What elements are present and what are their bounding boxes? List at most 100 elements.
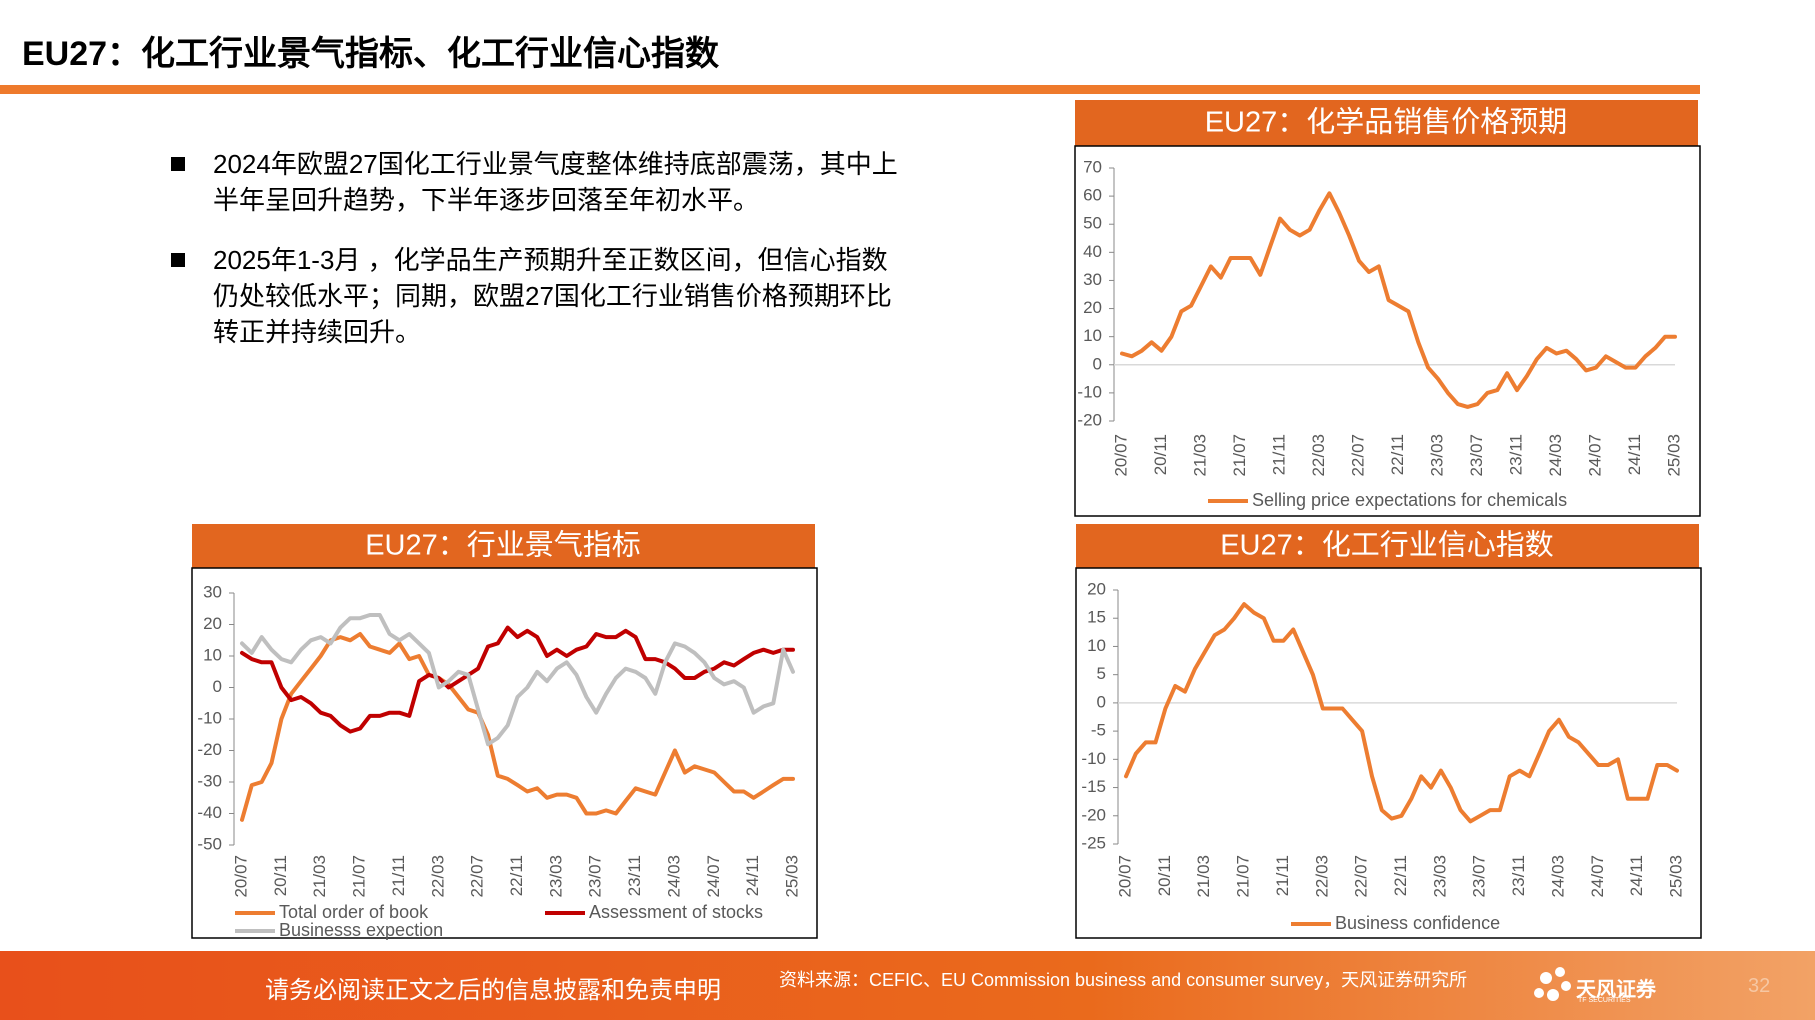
chart-frame <box>1074 145 1701 517</box>
source: 资料来源：CEFIC、EU Commission business and co… <box>779 970 1468 990</box>
x-tick-label: 21/07 <box>1230 434 1249 477</box>
y-tick-label: 70 <box>1083 157 1102 176</box>
x-tick-label: 24/03 <box>664 855 683 898</box>
x-tick-label: 25/03 <box>1666 855 1685 898</box>
x-tick-label: 23/11 <box>1506 434 1525 475</box>
chart-title: EU27：行业景气指标 <box>365 529 641 562</box>
x-tick-label: 22/11 <box>1388 434 1407 475</box>
series-line <box>1124 602 1679 824</box>
x-tick-label: 24/07 <box>1588 855 1607 898</box>
x-tick-label: 23/03 <box>546 855 565 898</box>
logo-mark <box>1534 967 1571 1001</box>
x-tick-label: 23/07 <box>1470 855 1489 898</box>
legend-label: Selling price expectations for chemicals <box>1252 490 1567 510</box>
x-tick-label: 21/03 <box>1194 855 1213 898</box>
x-tick-label: 23/07 <box>586 855 605 898</box>
y-tick-label: 20 <box>203 614 222 633</box>
x-tick-label: 22/11 <box>1391 855 1410 896</box>
chart-frame <box>191 567 818 939</box>
y-tick-label: 0 <box>1093 354 1102 373</box>
x-tick-label: 24/03 <box>1546 434 1565 477</box>
x-tick-label: 21/03 <box>1190 434 1209 477</box>
legend-label: Assessment of stocks <box>589 902 763 922</box>
footer-band <box>0 951 1815 1020</box>
x-tick-label: 24/03 <box>1548 855 1567 898</box>
y-tick-label: 30 <box>1083 270 1102 289</box>
y-tick-label: 40 <box>1083 242 1102 261</box>
x-tick-label: 24/07 <box>1585 434 1604 477</box>
x-tick-label: 22/07 <box>1348 434 1367 477</box>
legend-label: Businesss expection <box>279 920 443 940</box>
y-tick-label: -10 <box>1077 382 1102 401</box>
x-tick-label: 22/07 <box>1352 855 1371 898</box>
page-title: EU27：化工行业景气指标、化工行业信心指数 <box>22 35 720 73</box>
y-tick-label: -25 <box>1081 833 1106 852</box>
x-tick-label: 23/03 <box>1430 855 1449 898</box>
y-tick-label: 20 <box>1083 298 1102 317</box>
page-number: 32 <box>1748 975 1771 997</box>
y-tick-label: 30 <box>203 582 222 601</box>
y-tick-label: -5 <box>1091 721 1106 740</box>
y-tick-label: -50 <box>197 834 222 853</box>
y-tick-label: 0 <box>213 677 222 696</box>
x-tick-label: 20/07 <box>231 855 250 898</box>
x-tick-label: 23/11 <box>625 855 644 896</box>
chart-header <box>1076 524 1699 568</box>
x-tick-label: 22/11 <box>507 855 526 896</box>
x-tick-label: 22/03 <box>1309 434 1328 477</box>
x-tick-label: 23/03 <box>1427 434 1446 477</box>
x-tick-label: 20/07 <box>1111 434 1130 477</box>
y-tick-label: 10 <box>1083 326 1102 345</box>
chart-header <box>1075 100 1698 146</box>
y-tick-label: -20 <box>1077 410 1102 429</box>
x-tick-label: 25/03 <box>1664 434 1683 477</box>
y-tick-label: -20 <box>1081 805 1106 824</box>
bullet: 2025年1-3月 ，化学品生产预期升至正数区间，但信心指数仍处较低水平；同期，… <box>171 242 913 350</box>
x-tick-label: 20/11 <box>1155 855 1174 896</box>
x-tick-label: 23/07 <box>1467 434 1486 477</box>
series-line <box>240 625 795 734</box>
x-tick-label: 21/03 <box>310 855 329 898</box>
x-tick-label: 22/03 <box>428 855 447 898</box>
title-rule <box>0 85 1700 94</box>
x-tick-label: 21/11 <box>1269 434 1288 475</box>
y-tick-label: 10 <box>203 645 222 664</box>
y-tick-label: -10 <box>1081 749 1106 768</box>
y-tick-label: 60 <box>1083 186 1102 205</box>
series-line <box>1120 191 1677 409</box>
y-tick-label: -40 <box>197 803 222 822</box>
x-tick-label: 24/11 <box>1627 855 1646 896</box>
chart-title: EU27：化学品销售价格预期 <box>1205 106 1568 139</box>
x-tick-label: 24/07 <box>704 855 723 898</box>
y-tick-label: -15 <box>1081 777 1106 796</box>
legend-label: Total order of book <box>279 902 429 922</box>
y-tick-label: 15 <box>1087 608 1106 627</box>
x-tick-label: 22/07 <box>468 855 487 898</box>
x-tick-label: 22/03 <box>1312 855 1331 898</box>
y-tick-label: 50 <box>1083 214 1102 233</box>
chart-title: EU27：化工行业信心指数 <box>1220 529 1554 562</box>
x-tick-label: 20/11 <box>271 855 290 896</box>
y-tick-label: -10 <box>197 708 222 727</box>
series-line <box>240 613 795 747</box>
legend-label: Business confidence <box>1335 913 1500 933</box>
disclaimer: 请务必阅读正文之后的信息披露和免责申明 <box>265 977 721 1004</box>
x-tick-label: 24/11 <box>1625 434 1644 475</box>
x-tick-label: 20/07 <box>1115 855 1134 898</box>
chart-header <box>192 524 815 568</box>
y-tick-label: -30 <box>197 771 222 790</box>
y-tick-label: 10 <box>1087 636 1106 655</box>
chart-frame <box>1075 567 1702 939</box>
x-tick-label: 24/11 <box>743 855 762 896</box>
y-tick-label: 20 <box>1087 579 1106 598</box>
x-tick-label: 21/07 <box>350 855 369 898</box>
y-tick-label: 0 <box>1097 692 1106 711</box>
bullet: 2024年欧盟27国化工行业景气度整体维持底部震荡，其中上半年呈回升趋势，下半年… <box>171 146 913 218</box>
logo-text: 天风证券 <box>1576 979 1656 1001</box>
series-line <box>240 632 795 822</box>
x-tick-label: 21/07 <box>1234 855 1253 898</box>
logo-subtext: TF SECURITIES <box>1578 997 1631 1004</box>
x-tick-label: 25/03 <box>782 855 801 898</box>
